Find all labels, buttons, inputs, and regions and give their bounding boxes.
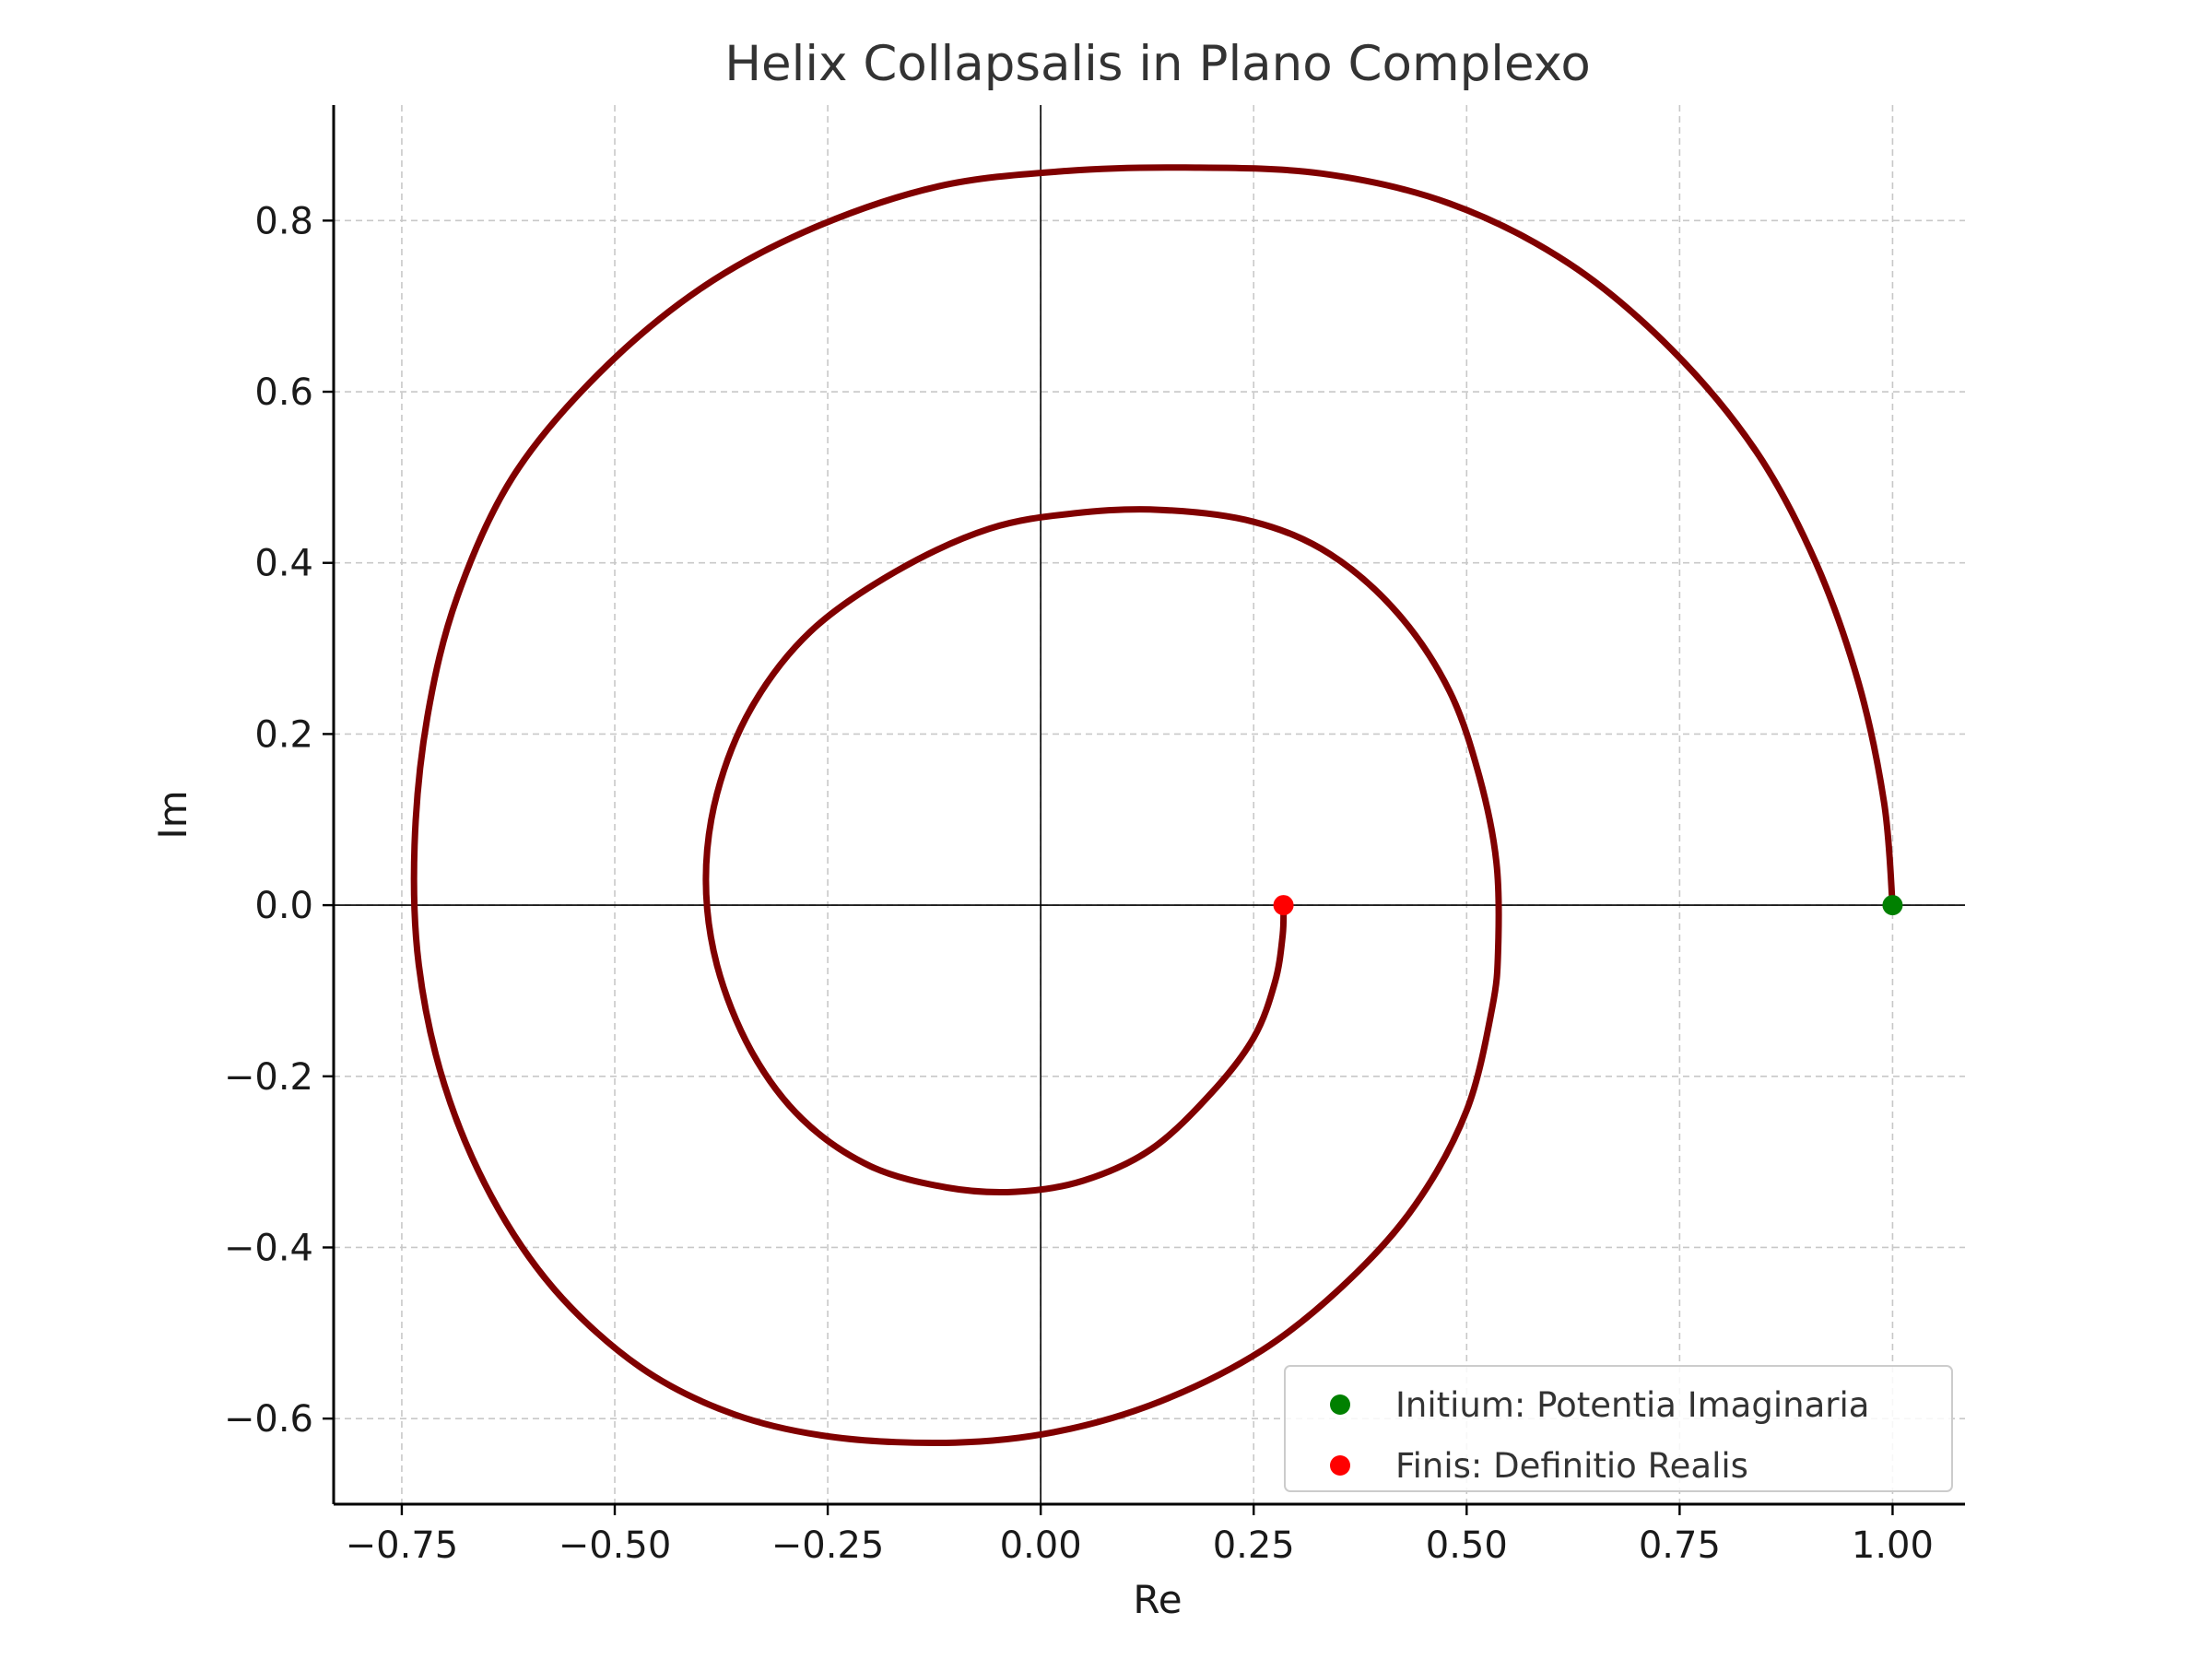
legend-label: Finis: Definitio Realis bbox=[1395, 1446, 1748, 1486]
x-axis-label: Re bbox=[1133, 1577, 1182, 1622]
x-tick-label: 0.00 bbox=[1000, 1524, 1082, 1567]
legend: Initium: Potentia Imaginaria Finis: Defin… bbox=[1284, 1365, 1953, 1492]
y-tick-label: −0.6 bbox=[224, 1398, 313, 1441]
axes bbox=[332, 105, 1965, 1506]
legend-marker bbox=[1330, 1394, 1350, 1415]
data-point bbox=[1882, 895, 1903, 916]
x-tick-label: −0.50 bbox=[559, 1524, 672, 1567]
x-tick-label: −0.75 bbox=[346, 1524, 459, 1567]
y-tick-label: 0.0 bbox=[254, 885, 313, 927]
x-tick-label: 0.50 bbox=[1426, 1524, 1508, 1567]
x-tick-label: −0.25 bbox=[771, 1524, 885, 1567]
x-tick-label: 1.00 bbox=[1852, 1524, 1934, 1567]
legend-marker bbox=[1330, 1455, 1350, 1476]
y-tick-label: 0.2 bbox=[254, 713, 313, 756]
reference-lines bbox=[334, 105, 1965, 1504]
grid bbox=[334, 105, 1965, 1504]
ticks: −0.75 −0.50 −0.25 0.00 0.25 0.50 0.75 1.00 −0.6 −… bbox=[224, 200, 1934, 1567]
y-axis-label: Im bbox=[150, 790, 195, 839]
y-tick-label: 0.4 bbox=[254, 543, 313, 585]
plot-area bbox=[410, 164, 1903, 1446]
legend-label: Initium: Potentia Imaginaria bbox=[1395, 1385, 1869, 1425]
y-tick-label: −0.2 bbox=[224, 1056, 313, 1099]
x-tick-label: 0.25 bbox=[1213, 1524, 1295, 1567]
legend-box bbox=[1284, 1365, 1953, 1492]
spiral-curve bbox=[410, 164, 1896, 1446]
y-tick-label: 0.6 bbox=[254, 371, 313, 414]
chart-title: Helix Collapsalis in Plano Complexo bbox=[724, 36, 1591, 92]
data-point bbox=[1273, 895, 1294, 916]
y-tick-label: −0.4 bbox=[224, 1227, 313, 1269]
x-tick-label: 0.75 bbox=[1639, 1524, 1721, 1567]
y-tick-label: 0.8 bbox=[254, 200, 313, 242]
